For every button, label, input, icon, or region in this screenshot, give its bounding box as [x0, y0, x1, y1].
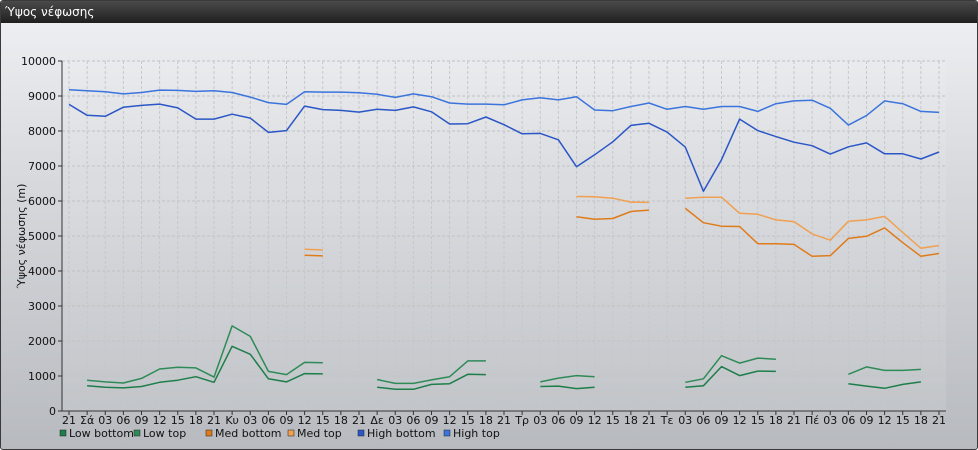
- legend-label: Med top: [297, 427, 342, 440]
- x-tick-label: 15: [461, 414, 475, 427]
- series-line-med-top: [304, 195, 940, 251]
- x-tick-label: Δε: [370, 414, 384, 427]
- window-title: Ύψος νέφωσης: [5, 5, 95, 19]
- x-tick-label: 09: [715, 414, 729, 427]
- x-tick-label: 03: [533, 414, 547, 427]
- y-tick-label: 0: [49, 405, 56, 418]
- series-line-high-top: [68, 88, 940, 126]
- x-tick-label: 03: [98, 414, 112, 427]
- x-tick-label: 09: [570, 414, 584, 427]
- title-bar: Ύψος νέφωσης: [1, 1, 977, 23]
- legend-swatch: [443, 429, 451, 437]
- x-tick-label: Τε: [660, 414, 674, 427]
- x-tick-label: 18: [189, 414, 203, 427]
- y-tick-label: 10000: [21, 55, 56, 68]
- x-tick-label: Κυ: [225, 414, 239, 427]
- x-tick-label: 12: [153, 414, 167, 427]
- x-tick-label: 12: [298, 414, 312, 427]
- x-tick-label: 09: [280, 414, 294, 427]
- x-tick-label: 03: [243, 414, 257, 427]
- x-tick-label: 15: [316, 414, 330, 427]
- y-tick-label: 4000: [28, 265, 56, 278]
- x-tick-label: 18: [914, 414, 928, 427]
- legend-label: High bottom: [367, 427, 436, 440]
- series-line-med-bottom: [304, 207, 940, 258]
- x-tick-label: 21: [352, 414, 366, 427]
- x-tick-label: 03: [388, 414, 402, 427]
- legend-label: Low top: [143, 427, 186, 440]
- x-tick-label: 12: [878, 414, 892, 427]
- x-tick-label: 15: [606, 414, 620, 427]
- x-tick-label: 18: [334, 414, 348, 427]
- x-tick-label: Σά: [80, 414, 94, 427]
- legend-swatch: [357, 429, 365, 437]
- series-line-high-bottom: [68, 103, 940, 192]
- legend-label: High top: [453, 427, 500, 440]
- y-axis-label: Ύψος νέφωσης (m): [15, 184, 28, 290]
- x-tick-label: 15: [171, 414, 185, 427]
- x-tick-label: 06: [261, 414, 275, 427]
- y-tick-label: 5000: [28, 230, 56, 243]
- x-tick-label: Πέ: [805, 414, 819, 427]
- x-tick-label: 21: [642, 414, 656, 427]
- x-tick-label: 15: [896, 414, 910, 427]
- x-tick-label: 03: [678, 414, 692, 427]
- cloud-height-chart: 0 1000 2000 3000 4000 5000 6000 7000 8000 9000 100…: [15, 55, 946, 440]
- legend-swatch: [133, 429, 141, 437]
- legend-swatch: [287, 429, 295, 437]
- x-tick-label: 21: [207, 414, 221, 427]
- x-tick-label: Τρ: [514, 414, 529, 427]
- x-tick-label: 21: [932, 414, 946, 427]
- x-tick-label: 12: [588, 414, 602, 427]
- y-tick-label: 1000: [28, 370, 56, 383]
- legend-swatch: [59, 429, 67, 437]
- x-tick-label: 06: [406, 414, 420, 427]
- series-line-low-top: [87, 325, 921, 385]
- x-tick-label: 03: [823, 414, 837, 427]
- y-tick-label: 3000: [28, 300, 56, 313]
- series-line-low-bottom: [87, 345, 922, 391]
- x-tick-label: 15: [751, 414, 765, 427]
- x-tick-label: 21: [497, 414, 511, 427]
- x-tick-label: 18: [769, 414, 783, 427]
- x-tick-label: 09: [425, 414, 439, 427]
- y-tick-label: 2000: [28, 335, 56, 348]
- y-tick-label: 9000: [28, 90, 56, 103]
- x-tick-label: 18: [624, 414, 638, 427]
- x-tick-label: 12: [733, 414, 747, 427]
- x-tick-label: 09: [860, 414, 874, 427]
- x-tick-label: 06: [551, 414, 565, 427]
- x-tick-label: 12: [443, 414, 457, 427]
- x-tick-label: 06: [841, 414, 855, 427]
- x-tick-label: 21: [787, 414, 801, 427]
- y-tick-label: 7000: [28, 160, 56, 173]
- legend-label: Low bottom: [69, 427, 134, 440]
- x-tick-label: 09: [135, 414, 149, 427]
- x-tick-label: 18: [479, 414, 493, 427]
- legend-label: Med bottom: [215, 427, 282, 440]
- y-tick-label: 6000: [28, 195, 56, 208]
- x-tick-label: 06: [116, 414, 130, 427]
- x-tick-label: 06: [696, 414, 710, 427]
- x-tick-label: 21: [62, 414, 76, 427]
- y-tick-label: 8000: [28, 125, 56, 138]
- legend-swatch: [205, 429, 213, 437]
